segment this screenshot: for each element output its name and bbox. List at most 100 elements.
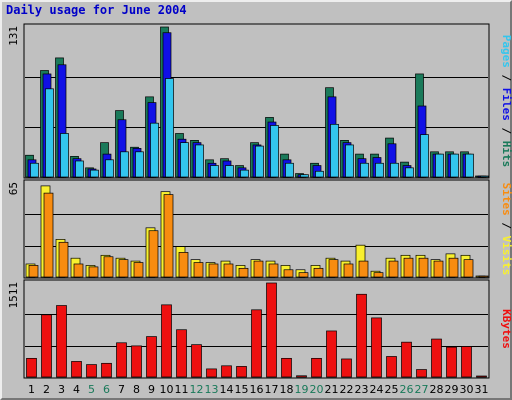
day-label-5: 5	[88, 383, 95, 396]
day-label-19: 19	[295, 383, 309, 396]
bar-kbytes-day-6	[101, 362, 112, 378]
bar-sites-day-23	[358, 260, 369, 278]
day-label-20: 20	[310, 383, 324, 396]
bar-sites-day-19	[298, 272, 309, 278]
series-sites	[28, 192, 489, 278]
bar-pages-day-20	[315, 170, 324, 178]
bar-kbytes-day-10	[161, 304, 172, 378]
bar-pages-day-13	[210, 165, 219, 178]
day-label-13: 13	[205, 383, 219, 396]
bar-sites-day-22	[343, 263, 354, 278]
bar-pages-day-9	[150, 122, 159, 178]
bar-pages-day-7	[120, 151, 129, 178]
bar-pages-day-16	[255, 145, 264, 178]
panel-visits-sites: 65 Sites / Visits	[7, 179, 512, 279]
x-axis-day-labels: 1 2 3 4 5 6 7 8 9 10 11 12 13 14 15 16 17 18 19 20 21 22 23 24 2…	[28, 383, 489, 396]
bar-pages-day-2	[45, 88, 54, 178]
day-label-21: 21	[325, 383, 339, 396]
y-max-label: 1511	[7, 282, 20, 309]
day-label-11: 11	[175, 383, 189, 396]
bar-kbytes-day-29	[446, 346, 457, 378]
bar-kbytes-day-12	[191, 344, 202, 378]
bar-sites-day-2	[43, 192, 54, 278]
bar-pages-day-21	[330, 123, 339, 178]
bar-pages-day-17	[270, 125, 279, 178]
day-label-29: 29	[445, 383, 459, 396]
bar-pages-day-24	[375, 162, 384, 178]
axis-label-segment: Sites	[500, 183, 512, 216]
axis-label-segment: Pages	[500, 35, 512, 68]
axis-label-segment: /	[500, 121, 512, 141]
bar-pages-day-5	[90, 169, 99, 178]
bar-kbytes-day-26	[401, 341, 412, 378]
bar-sites-day-17	[268, 263, 279, 278]
axis-label-segment: Files	[500, 88, 512, 121]
bar-sites-day-10	[163, 194, 174, 278]
bar-kbytes-day-22	[341, 358, 352, 378]
day-label-22: 22	[340, 383, 354, 396]
axis-label-segment: /	[500, 216, 512, 236]
day-label-23: 23	[355, 383, 369, 396]
day-label-15: 15	[235, 383, 249, 396]
bar-sites-day-13	[208, 263, 219, 278]
day-label-27: 27	[415, 383, 429, 396]
bar-pages-day-12	[195, 144, 204, 178]
axis-label-segment: /	[500, 68, 512, 88]
bar-pages-day-18	[285, 162, 294, 178]
day-label-30: 30	[460, 383, 474, 396]
day-label-31: 31	[475, 383, 489, 396]
bar-sites-day-20	[313, 267, 324, 278]
bar-kbytes-day-13	[206, 368, 217, 378]
bar-kbytes-day-11	[176, 329, 187, 378]
bar-pages-day-31	[480, 175, 489, 178]
axis-label-hits-files-pages: Pages / Files / Hits	[500, 35, 512, 168]
day-label-2: 2	[43, 383, 50, 396]
bar-pages-day-8	[135, 151, 144, 178]
bar-kbytes-day-7	[116, 342, 127, 378]
bar-sites-day-21	[328, 259, 339, 278]
bar-sites-day-9	[148, 230, 159, 278]
bar-kbytes-day-5	[86, 364, 97, 378]
bar-kbytes-day-14	[221, 365, 232, 378]
bar-kbytes-day-31	[476, 375, 487, 378]
bar-sites-day-18	[283, 269, 294, 278]
bar-sites-day-5	[88, 266, 99, 278]
bar-sites-day-15	[238, 267, 249, 278]
day-label-26: 26	[400, 383, 414, 396]
bar-sites-day-14	[223, 263, 234, 278]
bar-kbytes-day-9	[146, 336, 157, 378]
bar-sites-day-25	[388, 260, 399, 278]
bar-kbytes-day-27	[416, 369, 427, 378]
bar-sites-day-6	[103, 256, 114, 278]
day-label-6: 6	[103, 383, 110, 396]
day-label-28: 28	[430, 383, 444, 396]
bar-kbytes-day-19	[296, 375, 307, 378]
day-label-4: 4	[73, 383, 80, 396]
bar-sites-day-11	[178, 252, 189, 278]
axis-label-visits-sites: Sites / Visits	[500, 183, 512, 276]
bar-sites-day-24	[373, 272, 384, 278]
bar-pages-day-4	[75, 160, 84, 178]
axis-label-kbytes: KBytes	[500, 309, 512, 349]
bar-pages-day-3	[60, 133, 69, 178]
panel-hits-files-pages: 131 Pages / Files / Hits	[7, 23, 512, 179]
day-label-1: 1	[28, 383, 35, 396]
bar-pages-day-23	[360, 162, 369, 178]
bar-pages-day-27	[420, 134, 429, 178]
bar-kbytes-day-16	[251, 309, 262, 378]
bar-sites-day-31	[478, 275, 489, 278]
bar-kbytes-day-20	[311, 357, 322, 378]
bar-pages-day-26	[405, 167, 414, 178]
bar-sites-day-26	[403, 257, 414, 278]
panel-kbytes: 1511 KBytes	[7, 279, 512, 379]
bar-kbytes-day-4	[71, 361, 82, 378]
bar-pages-day-14	[225, 165, 234, 178]
bar-sites-day-16	[253, 260, 264, 278]
bar-kbytes-day-24	[371, 317, 382, 378]
day-label-10: 10	[160, 383, 174, 396]
bar-sites-day-29	[448, 257, 459, 278]
bar-kbytes-day-2	[41, 314, 52, 378]
series-pages	[30, 78, 489, 178]
bar-kbytes-day-23	[356, 293, 367, 378]
